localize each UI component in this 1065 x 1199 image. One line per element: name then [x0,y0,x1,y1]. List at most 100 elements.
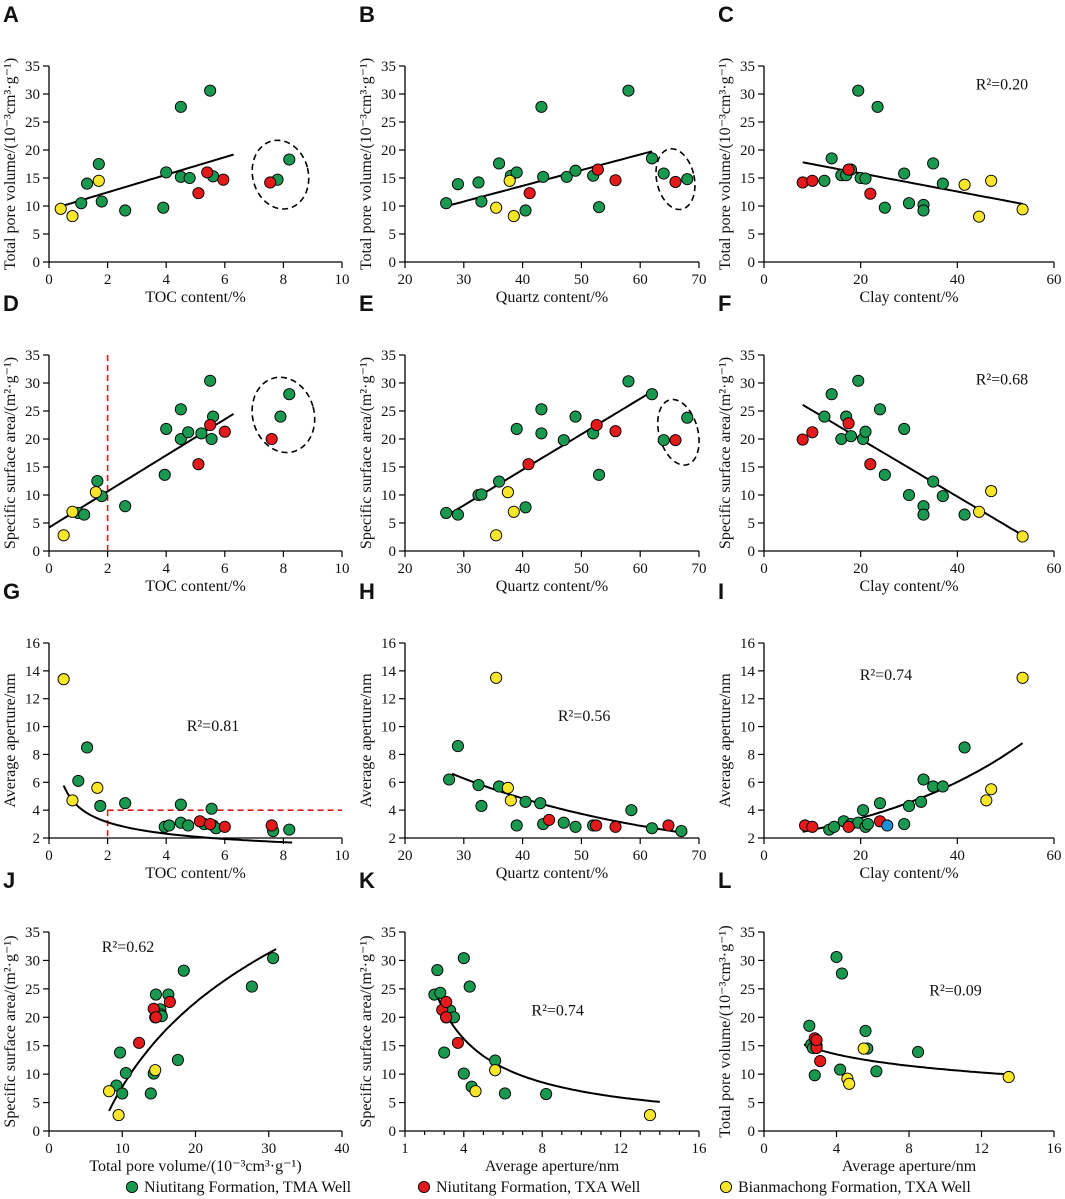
tma-point [958,741,971,754]
txa-niutitang-point [218,425,231,438]
y-tick-label: 5 [389,227,397,243]
x-tick-label: 20 [853,561,868,577]
x-tick-label: 0 [45,848,53,864]
tma-point [927,157,940,170]
txa-niutitang-point [806,174,819,187]
txa-niutitang-point [806,820,819,833]
txa-bianmachong-point [489,1064,502,1077]
x-tick-label: 2 [104,848,112,864]
blue-point [881,819,894,832]
txa-bianmachong-point [1016,203,1029,216]
txa-bianmachong-point [57,673,70,686]
txa-niutitang-point [193,815,206,828]
y-tick-label: 35 [740,925,755,941]
y-axis-label: Average aperture/nm [717,673,734,808]
x-tick-label: 12 [974,1141,989,1157]
r-squared-label: R²=0.62 [102,939,154,956]
x-tick-label: 8 [280,272,288,288]
tma-point [645,388,659,401]
panel-label-E: E [359,291,374,316]
r-squared-label: R²=0.74 [860,667,913,684]
tma-point [443,773,456,786]
tma-point [451,178,464,191]
tma-point [510,166,523,179]
y-axis-label: Specific surface area/(m²·g⁻¹) [358,935,375,1127]
x-axis-label: Clay content/% [859,865,958,882]
txa-niutitang-point [192,458,205,471]
x-tick-label: 40 [950,561,965,577]
x-axis-label: Quartz content/% [496,289,608,306]
r-squared-label: R²=0.56 [558,708,611,725]
y-axis-label: Specific surface area/(m²·g⁻¹) [358,357,375,549]
tma-point [569,164,582,177]
y-axis-label: Total pore volume/(10⁻³cm³·g⁻¹) [717,58,734,270]
txa-bianmachong-point [501,781,514,794]
tma-point [519,204,532,217]
x-axis-label: Total pore volume/(10⁻³cm³·g⁻¹) [89,1158,301,1175]
txa-bianmachong-point [507,210,520,223]
tma-point [825,152,838,165]
panel-H: H 20 30 40 50 60 70 2 4 6 8 10 12 14 16 Quartz content/… [358,579,707,882]
tma-point [927,475,940,488]
x-tick-label: 0 [760,561,768,577]
tma-point [803,1019,816,1032]
tma-point [174,798,187,811]
tma-point [844,430,858,443]
tma-point [493,475,506,488]
txa-niutitang-point [543,813,556,826]
tma-point [81,741,94,754]
tma-point [898,422,911,435]
y-tick-label: 5 [748,1096,756,1112]
y-axis-label: Total pore volume/(10⁻³cm³·g⁻¹) [717,925,734,1137]
txa-niutitang-point [669,175,682,188]
txa-niutitang-point [265,432,278,446]
tma-point [75,197,88,210]
x-tick-label: 0 [760,272,768,288]
y-tick-label: 16 [381,636,397,652]
txa-niutitang-point [842,417,855,430]
panel-K: K 1 4 8 12 16 0 5 10 15 20 25 30 35 Average aperture/n… [358,868,707,1175]
y-tick-label: 0 [389,1124,397,1140]
txa-niutitang-point [814,1055,827,1068]
tma-point [645,152,659,165]
y-tick-label: 25 [740,404,755,420]
panel-label-F: F [718,291,731,316]
x-tick-label: 50 [574,848,589,864]
y-tick-label: 12 [740,692,755,708]
tma-point [873,403,887,416]
y-tick-label: 4 [33,803,41,819]
tma-point [818,410,831,423]
legend: Niutitang Formation, TMA Well Niutitang F… [125,1179,971,1196]
tma-point [898,818,911,831]
x-tick-label: 60 [633,272,648,288]
tma-point [457,952,470,965]
x-tick-label: 10 [335,272,350,288]
x-tick-label: 40 [950,848,965,864]
txa-niutitang-point [864,458,877,471]
tma-point [835,967,848,980]
tma-point [119,500,132,513]
y-tick-label: 10 [25,1067,40,1083]
y-tick-label: 8 [748,747,756,763]
tma-point [94,799,107,813]
tma-point [592,201,606,214]
legend-label: Niutitang Formation, TXA Well [436,1179,641,1196]
tma-point [825,388,838,401]
txa-bianmachong-point [469,1085,482,1098]
y-tick-label: 35 [25,925,40,941]
y-tick-label: 25 [381,404,396,420]
x-tick-label: 0 [45,1141,53,1157]
tma-point [158,468,171,481]
x-tick-label: 60 [1047,272,1062,288]
tma-point [183,171,196,185]
tma-point [852,84,865,97]
tma-point [493,157,506,170]
txa-niutitang-point [264,176,277,189]
tma-point [114,1046,127,1059]
fit-curve [802,403,1024,537]
y-tick-label: 0 [33,1124,41,1140]
tma-point [936,490,949,503]
y-tick-label: 35 [25,348,40,364]
txa-bianmachong-point [1016,671,1029,684]
tma-point [205,802,218,815]
